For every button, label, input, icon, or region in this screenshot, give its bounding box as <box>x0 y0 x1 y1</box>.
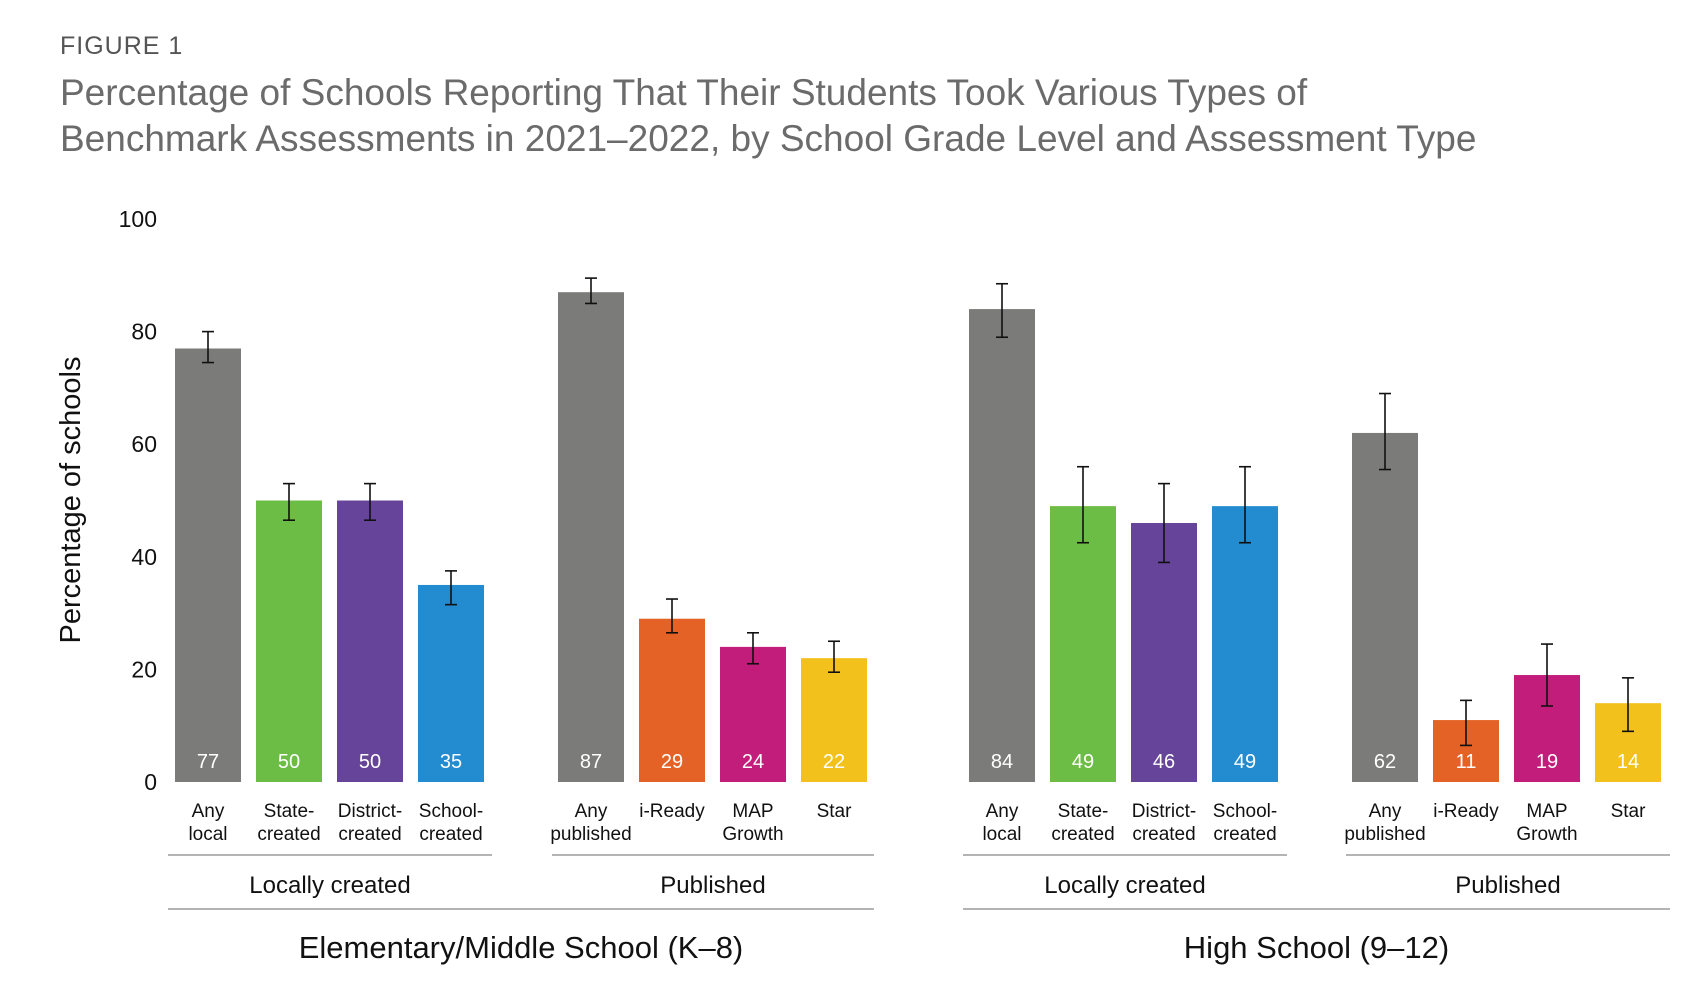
value-label: 11 <box>1456 751 1477 773</box>
category-label: MAP <box>732 801 773 822</box>
group-label: Published <box>660 872 765 899</box>
value-label: 22 <box>823 751 845 773</box>
category-label: created <box>1132 824 1195 845</box>
section-label: High School (9–12) <box>1184 930 1449 965</box>
category-label: Any <box>1369 801 1402 822</box>
value-label: 46 <box>1153 751 1175 773</box>
bar <box>1131 523 1197 782</box>
y-tick-label: 100 <box>119 206 157 232</box>
group-label: Locally created <box>1044 872 1205 899</box>
bar <box>1212 506 1278 782</box>
value-label: 14 <box>1617 751 1639 773</box>
category-label: created <box>419 824 482 845</box>
chart-title: Percentage of Schools Reporting That The… <box>60 70 1680 162</box>
category-label: local <box>982 824 1021 845</box>
category-label: created <box>1213 824 1276 845</box>
group-label: Locally created <box>249 872 410 899</box>
value-label: 29 <box>661 751 683 773</box>
group-label: Published <box>1455 872 1560 899</box>
category-label: Growth <box>722 824 783 845</box>
category-label: School- <box>1213 801 1277 822</box>
bar <box>1352 432 1418 782</box>
category-label: created <box>338 824 401 845</box>
bars-layer: 77Anylocal50State-created50District-crea… <box>168 277 1670 965</box>
bar <box>337 500 403 782</box>
bar <box>720 646 786 782</box>
section-2: 84Anylocal49State-created46District-crea… <box>963 282 1670 965</box>
value-label: 84 <box>991 751 1013 773</box>
category-label: Any <box>986 801 1019 822</box>
category-label: i-Ready <box>639 801 705 822</box>
value-label: 87 <box>580 751 602 773</box>
category-label: Star <box>1611 801 1647 822</box>
category-label: School- <box>419 801 483 822</box>
bar <box>1050 506 1116 782</box>
bar <box>558 292 624 782</box>
y-axis: 0 20 40 60 80 100 <box>119 206 157 795</box>
bar <box>801 658 867 782</box>
value-label: 35 <box>440 751 462 773</box>
value-label: 49 <box>1234 751 1256 773</box>
y-tick-label: 40 <box>131 544 157 570</box>
y-tick-label: 0 <box>144 769 157 795</box>
category-label: Any <box>575 801 608 822</box>
category-label: MAP <box>1526 801 1567 822</box>
section-label: Elementary/Middle School (K–8) <box>299 930 744 965</box>
category-label: created <box>257 824 320 845</box>
value-label: 77 <box>197 751 219 773</box>
bar <box>639 618 705 782</box>
category-label: Growth <box>1516 824 1577 845</box>
bar <box>969 309 1035 782</box>
value-label: 62 <box>1374 751 1396 773</box>
category-label: State- <box>264 801 315 822</box>
value-label: 50 <box>359 751 381 773</box>
category-label: published <box>1344 824 1425 845</box>
y-axis-title: Percentage of schools <box>55 357 87 644</box>
category-label: i-Ready <box>1433 801 1499 822</box>
chart-title-line-1: Percentage of Schools Reporting That The… <box>60 72 1308 113</box>
value-label: 50 <box>278 751 300 773</box>
figure-label: FIGURE 1 <box>60 32 184 60</box>
bar <box>175 348 241 782</box>
bar <box>256 500 322 782</box>
value-label: 24 <box>742 751 764 773</box>
category-label: District- <box>1132 801 1196 822</box>
chart-title-line-2: Benchmark Assessments in 2021–2022, by S… <box>60 118 1477 159</box>
bar <box>418 584 484 782</box>
category-label: local <box>188 824 227 845</box>
category-label: created <box>1051 824 1114 845</box>
category-label: State- <box>1058 801 1109 822</box>
y-tick-label: 80 <box>131 319 157 345</box>
y-tick-label: 60 <box>131 431 157 457</box>
y-tick-label: 20 <box>131 656 157 682</box>
value-label: 49 <box>1072 751 1094 773</box>
category-label: District- <box>338 801 402 822</box>
category-label: Any <box>192 801 225 822</box>
section-1: 77Anylocal50State-created50District-crea… <box>168 277 874 965</box>
category-label: Star <box>817 801 853 822</box>
value-label: 19 <box>1536 751 1558 773</box>
category-label: published <box>550 824 631 845</box>
